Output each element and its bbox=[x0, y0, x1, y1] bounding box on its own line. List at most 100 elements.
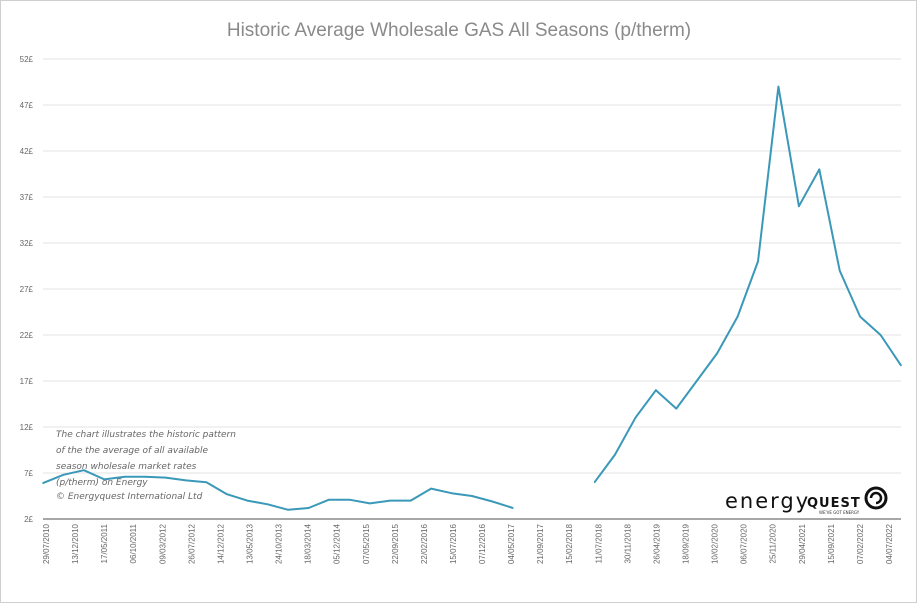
y-tick-label: 52£ bbox=[20, 55, 34, 64]
x-tick-label: 17/05/2011 bbox=[100, 523, 109, 563]
data-point bbox=[62, 474, 65, 476]
data-point bbox=[185, 479, 187, 482]
data-point bbox=[409, 499, 412, 502]
data-point bbox=[103, 478, 106, 481]
y-tick-label: 32£ bbox=[20, 239, 34, 248]
data-point bbox=[287, 509, 289, 511]
data-point bbox=[307, 507, 310, 509]
y-tick-label: 42£ bbox=[20, 147, 34, 156]
data-point bbox=[491, 500, 494, 503]
data-point bbox=[348, 498, 351, 501]
x-tick-label: 10/02/2020 bbox=[711, 523, 720, 564]
x-tick-label: 18/03/2014 bbox=[304, 523, 313, 564]
annotation-copyright: © Energyquest International Ltd bbox=[56, 492, 203, 502]
x-tick-label: 26/04/2019 bbox=[652, 523, 661, 564]
data-point bbox=[900, 364, 902, 367]
x-tick-label: 21/09/2017 bbox=[536, 523, 545, 564]
data-point bbox=[838, 269, 841, 272]
y-tick-label: 37£ bbox=[20, 193, 34, 202]
x-tick-label: 15/09/2021 bbox=[827, 523, 836, 564]
annotation-note: The chart illustrates the historic patte… bbox=[56, 430, 236, 502]
x-tick-label: 22/02/2016 bbox=[420, 523, 429, 564]
x-tick-label: 26/07/2012 bbox=[187, 523, 196, 564]
data-point bbox=[389, 499, 392, 502]
data-point bbox=[614, 453, 616, 456]
gridlines bbox=[43, 58, 901, 474]
data-point bbox=[266, 503, 269, 506]
data-point bbox=[634, 417, 637, 419]
x-axis-ticks: 29/07/2010 13/12/2010 17/05/2011 06/10/2011… bbox=[42, 523, 894, 564]
x-tick-label: 05/12/2014 bbox=[333, 523, 342, 564]
energyquest-logo: energy QUEST WE'VE GOT ENERGY bbox=[725, 486, 888, 515]
annotation-line-4: (p/therm) on Energy bbox=[56, 478, 148, 488]
x-tick-label: 24/10/2013 bbox=[275, 523, 284, 564]
x-tick-label: 29/04/2021 bbox=[798, 523, 807, 564]
x-tick-label: 25/11/2020 bbox=[769, 523, 778, 563]
x-tick-label: 14/12/2012 bbox=[216, 523, 225, 564]
data-point bbox=[716, 352, 718, 355]
x-tick-label: 13/05/2013 bbox=[245, 523, 254, 564]
x-tick-label: 18/09/2019 bbox=[682, 523, 691, 564]
x-tick-label: 07/05/2015 bbox=[362, 523, 371, 564]
y-tick-label: 7£ bbox=[24, 469, 33, 478]
logo-tagline: WE'VE GOT ENERGY bbox=[819, 510, 860, 515]
data-point bbox=[430, 487, 432, 490]
x-tick-label: 15/02/2018 bbox=[565, 523, 574, 564]
x-tick-label: 22/09/2015 bbox=[391, 523, 400, 564]
data-point bbox=[164, 476, 167, 479]
y-tick-label: 17£ bbox=[20, 377, 34, 386]
data-point bbox=[593, 481, 596, 484]
x-tick-label: 09/03/2012 bbox=[158, 523, 167, 564]
data-point bbox=[818, 168, 821, 171]
data-point bbox=[798, 205, 800, 207]
data-point bbox=[879, 334, 882, 336]
x-tick-label: 04/07/2022 bbox=[885, 523, 894, 564]
x-tick-label: 13/12/2010 bbox=[71, 523, 80, 564]
y-tick-label: 22£ bbox=[20, 331, 34, 340]
x-tick-label: 07/02/2022 bbox=[856, 523, 865, 564]
y-tick-label: 12£ bbox=[20, 423, 34, 432]
data-point bbox=[736, 315, 739, 318]
y-tick-label: 2£ bbox=[24, 515, 33, 524]
data-point bbox=[777, 85, 780, 88]
annotation-line-2: of the the average of all available bbox=[56, 446, 209, 456]
data-point bbox=[512, 507, 514, 509]
data-point bbox=[450, 492, 453, 495]
data-point bbox=[123, 475, 126, 478]
data-point bbox=[42, 482, 44, 484]
swirl-logo-icon bbox=[864, 486, 888, 510]
x-tick-label: 15/07/2016 bbox=[449, 523, 458, 564]
x-tick-label: 11/07/2018 bbox=[594, 523, 603, 563]
x-tick-label: 30/11/2018 bbox=[623, 523, 632, 563]
data-point bbox=[83, 469, 85, 472]
y-axis-ticks: 52£ 47£ 42£ 37£ 32£ 27£ 22£ 17£ 12£ 7£ 2£ bbox=[20, 55, 34, 524]
data-point bbox=[655, 389, 657, 392]
logo-word-energy: energy bbox=[725, 489, 810, 513]
chart-title: Historic Average Wholesale GAS All Seaso… bbox=[227, 20, 691, 41]
series-line-gas-price bbox=[42, 85, 902, 511]
data-point bbox=[695, 380, 698, 382]
data-point bbox=[328, 498, 330, 501]
logo-word-quest: QUEST bbox=[807, 496, 861, 511]
y-tick-label: 27£ bbox=[20, 285, 34, 294]
data-point bbox=[246, 499, 249, 502]
x-tick-label: 07/12/2016 bbox=[478, 523, 487, 564]
data-point bbox=[471, 495, 473, 497]
data-point bbox=[144, 475, 146, 478]
data-point bbox=[369, 502, 371, 505]
annotation-line-3: season wholesale market rates bbox=[56, 462, 197, 472]
y-tick-label: 47£ bbox=[20, 101, 34, 110]
x-tick-label: 29/07/2010 bbox=[42, 523, 51, 564]
series-layer bbox=[42, 85, 902, 511]
x-tick-label: 06/10/2011 bbox=[129, 523, 138, 563]
data-point bbox=[675, 407, 678, 410]
data-point bbox=[226, 493, 228, 496]
annotation-line-1: The chart illustrates the historic patte… bbox=[56, 430, 236, 440]
data-point bbox=[757, 260, 759, 263]
x-tick-label: 06/07/2020 bbox=[740, 523, 749, 564]
data-point bbox=[205, 481, 208, 484]
x-tick-label: 04/05/2017 bbox=[507, 523, 516, 564]
data-point bbox=[859, 315, 861, 318]
